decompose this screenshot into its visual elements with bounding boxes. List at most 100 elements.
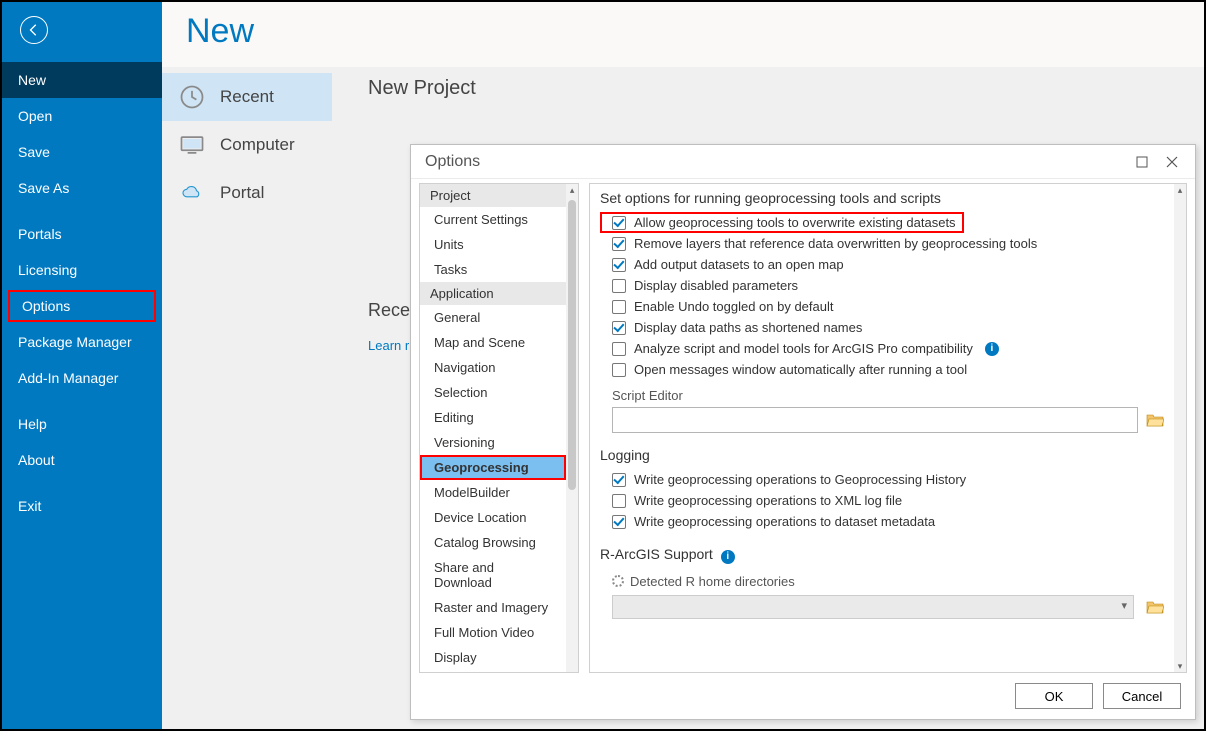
nav-item-share-and-download[interactable]: Share and Download bbox=[420, 555, 566, 595]
clock-icon bbox=[178, 83, 206, 111]
nav-item-device-location[interactable]: Device Location bbox=[420, 505, 566, 530]
maximize-button[interactable] bbox=[1127, 150, 1157, 174]
checkbox[interactable] bbox=[612, 321, 626, 335]
sidebar-item-about[interactable]: About bbox=[2, 442, 162, 478]
nav-item-navigation[interactable]: Navigation bbox=[420, 355, 566, 380]
sidebar-item-open[interactable]: Open bbox=[2, 98, 162, 134]
info-icon[interactable]: i bbox=[985, 342, 999, 356]
new-project-title: New Project bbox=[368, 77, 1204, 100]
nav-item-general[interactable]: General bbox=[420, 305, 566, 330]
option-label: Allow geoprocessing tools to overwrite e… bbox=[634, 215, 956, 230]
checkbox[interactable] bbox=[612, 258, 626, 272]
checkbox[interactable] bbox=[612, 216, 626, 230]
r-home-combo[interactable] bbox=[612, 595, 1134, 619]
pane-scrollbar[interactable]: ▴ ▾ bbox=[1174, 184, 1186, 672]
nav-item-versioning[interactable]: Versioning bbox=[420, 430, 566, 455]
checkbox[interactable] bbox=[612, 237, 626, 251]
checkbox[interactable] bbox=[612, 363, 626, 377]
info-icon[interactable]: i bbox=[721, 550, 735, 564]
option-row: Enable Undo toggled on by default bbox=[600, 296, 1164, 317]
sidebar-item-exit[interactable]: Exit bbox=[2, 488, 162, 524]
sidebar-item-save[interactable]: Save bbox=[2, 134, 162, 170]
dialog-nav: ProjectCurrent SettingsUnitsTasksApplica… bbox=[420, 184, 566, 672]
option-row: Allow geoprocessing tools to overwrite e… bbox=[600, 212, 964, 233]
nav-item-geoprocessing[interactable]: Geoprocessing bbox=[420, 455, 566, 480]
browse-folder-icon[interactable] bbox=[1146, 599, 1164, 615]
scroll-up-icon: ▴ bbox=[566, 184, 578, 196]
close-button[interactable] bbox=[1157, 150, 1187, 174]
checkbox[interactable] bbox=[612, 342, 626, 356]
nav-item-units[interactable]: Units bbox=[420, 232, 566, 257]
sidebar-label: Open bbox=[18, 108, 52, 124]
option-row: Add output datasets to an open map bbox=[600, 254, 1164, 275]
sidebar-label: Save As bbox=[18, 180, 69, 196]
nav-item-table[interactable]: Table bbox=[420, 670, 566, 672]
sidebar-label: Options bbox=[22, 298, 70, 314]
tab-computer[interactable]: Computer bbox=[162, 121, 332, 169]
nav-item-catalog-browsing[interactable]: Catalog Browsing bbox=[420, 530, 566, 555]
nav-item-tasks[interactable]: Tasks bbox=[420, 257, 566, 282]
option-label: Write geoprocessing operations to Geopro… bbox=[634, 472, 966, 487]
spinner-icon bbox=[612, 575, 624, 587]
learn-link[interactable]: Learn r bbox=[368, 338, 409, 353]
option-label: Display data paths as shortened names bbox=[634, 320, 862, 335]
script-editor-label: Script Editor bbox=[612, 388, 1164, 403]
option-row: Write geoprocessing operations to XML lo… bbox=[600, 490, 1164, 511]
nav-header: Project bbox=[420, 184, 566, 207]
nav-scrollbar-thumb[interactable] bbox=[568, 200, 576, 490]
nav-item-selection[interactable]: Selection bbox=[420, 380, 566, 405]
nav-item-map-and-scene[interactable]: Map and Scene bbox=[420, 330, 566, 355]
sidebar-item-new[interactable]: New bbox=[2, 62, 162, 98]
option-row: Display data paths as shortened names bbox=[600, 317, 1164, 338]
ok-button[interactable]: OK bbox=[1015, 683, 1093, 709]
browse-folder-icon[interactable] bbox=[1146, 412, 1164, 428]
option-label: Write geoprocessing operations to XML lo… bbox=[634, 493, 902, 508]
maximize-icon bbox=[1136, 156, 1148, 168]
sidebar-item-save-as[interactable]: Save As bbox=[2, 170, 162, 206]
sidebar-label: Exit bbox=[18, 498, 41, 514]
sidebar-label: Portals bbox=[18, 226, 62, 242]
checkbox[interactable] bbox=[612, 515, 626, 529]
option-label: Add output datasets to an open map bbox=[634, 257, 844, 272]
option-label: Remove layers that reference data overwr… bbox=[634, 236, 1037, 251]
section-title-run: Set options for running geoprocessing to… bbox=[600, 190, 1164, 206]
nav-item-current-settings[interactable]: Current Settings bbox=[420, 207, 566, 232]
sidebar-item-addin-manager[interactable]: Add-In Manager bbox=[2, 360, 162, 396]
checkbox[interactable] bbox=[612, 494, 626, 508]
options-dialog: Options ProjectCurrent SettingsUnitsTask… bbox=[410, 144, 1196, 720]
tab-label: Computer bbox=[220, 135, 295, 155]
sidebar-item-help[interactable]: Help bbox=[2, 406, 162, 442]
sidebar-item-portals[interactable]: Portals bbox=[2, 216, 162, 252]
checkbox[interactable] bbox=[612, 473, 626, 487]
sidebar-label: Save bbox=[18, 144, 50, 160]
nav-scrollbar[interactable]: ▴ bbox=[566, 184, 578, 672]
back-button[interactable] bbox=[20, 16, 48, 44]
cloud-icon bbox=[178, 179, 206, 207]
nav-item-modelbuilder[interactable]: ModelBuilder bbox=[420, 480, 566, 505]
nav-header: Application bbox=[420, 282, 566, 305]
nav-item-full-motion-video[interactable]: Full Motion Video bbox=[420, 620, 566, 645]
dialog-buttons: OK Cancel bbox=[411, 673, 1195, 719]
nav-item-display[interactable]: Display bbox=[420, 645, 566, 670]
cancel-button[interactable]: Cancel bbox=[1103, 683, 1181, 709]
nav-item-editing[interactable]: Editing bbox=[420, 405, 566, 430]
sidebar-item-package-manager[interactable]: Package Manager bbox=[2, 324, 162, 360]
dialog-pane: Set options for running geoprocessing to… bbox=[590, 184, 1174, 672]
tab-portal[interactable]: Portal bbox=[162, 169, 332, 217]
option-row: Remove layers that reference data overwr… bbox=[600, 233, 1164, 254]
script-editor-input[interactable] bbox=[612, 407, 1138, 433]
tab-recent[interactable]: Recent bbox=[162, 73, 332, 121]
option-row: Write geoprocessing operations to datase… bbox=[600, 511, 1164, 532]
computer-icon bbox=[178, 131, 206, 159]
option-row: Open messages window automatically after… bbox=[600, 359, 1164, 380]
checkbox[interactable] bbox=[612, 300, 626, 314]
sidebar-item-licensing[interactable]: Licensing bbox=[2, 252, 162, 288]
sidebar-label: Licensing bbox=[18, 262, 77, 278]
option-label: Display disabled parameters bbox=[634, 278, 798, 293]
checkbox[interactable] bbox=[612, 279, 626, 293]
sidebar-item-options[interactable]: Options bbox=[8, 290, 156, 322]
sidebar-label: About bbox=[18, 452, 55, 468]
option-label: Open messages window automatically after… bbox=[634, 362, 967, 377]
nav-item-raster-and-imagery[interactable]: Raster and Imagery bbox=[420, 595, 566, 620]
dialog-pane-wrap: Set options for running geoprocessing to… bbox=[589, 183, 1187, 673]
